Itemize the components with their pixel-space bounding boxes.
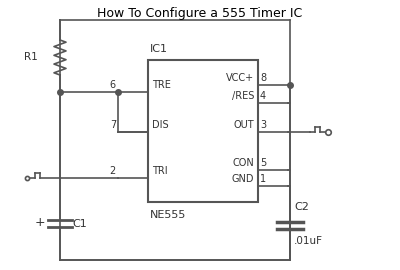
Text: IC1: IC1 [150,44,168,54]
Text: VCC+: VCC+ [226,73,254,83]
Text: DIS: DIS [152,120,169,130]
Text: C1: C1 [72,219,87,229]
Text: 8: 8 [260,73,266,83]
Text: 4: 4 [260,91,266,101]
Text: 3: 3 [260,120,266,130]
Text: CON: CON [232,158,254,168]
Text: 5: 5 [260,158,266,168]
Text: +: + [34,215,45,228]
Text: TRE: TRE [152,80,171,90]
Text: C2: C2 [294,202,309,212]
Text: 6: 6 [110,80,116,90]
Bar [148,60,258,202]
Text: 7: 7 [110,120,116,130]
Text: 2: 2 [110,166,116,176]
Text: /RES: /RES [232,91,254,101]
Text: R1: R1 [24,52,38,62]
Text: GND: GND [232,174,254,184]
Text: .01uF: .01uF [294,236,323,246]
Text: 1: 1 [260,174,266,184]
Text: TRI: TRI [152,166,168,176]
Text: NE555: NE555 [150,210,186,220]
Text: OUT: OUT [233,120,254,130]
Text: How To Configure a 555 Timer IC: How To Configure a 555 Timer IC [97,7,303,20]
